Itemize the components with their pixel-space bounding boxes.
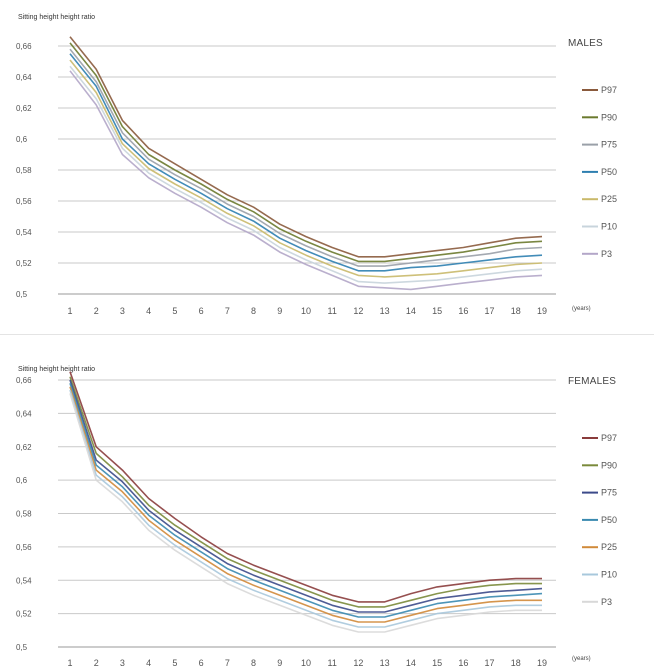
females-x-tick-label: 11 xyxy=(328,658,337,668)
males-x-axis-label: (years) xyxy=(572,306,591,312)
males-y-tick-label: 0,54 xyxy=(16,228,32,237)
females-y-tick-label: 0,5 xyxy=(16,643,28,652)
males-x-tick-label: 11 xyxy=(328,306,337,316)
males-x-tick-label: 14 xyxy=(406,306,416,316)
panel-separator xyxy=(0,334,654,335)
males-x-tick-label: 3 xyxy=(120,306,125,316)
males-legend-label-p75: P75 xyxy=(601,140,617,150)
females-x-tick-label: 9 xyxy=(277,658,282,668)
males-chart-panel: Sitting height height ratio MALES (years… xyxy=(0,0,654,330)
males-x-tick-label: 8 xyxy=(251,306,256,316)
females-legend-label-p90: P90 xyxy=(601,460,617,470)
females-x-tick-label: 15 xyxy=(432,658,442,668)
females-series-p25 xyxy=(69,386,542,623)
males-y-tick-label: 0,5 xyxy=(16,290,28,299)
males-x-tick-label: 16 xyxy=(458,306,468,316)
males-y-axis-label: Sitting height height ratio xyxy=(18,14,96,21)
males-legend-label-p97: P97 xyxy=(601,85,617,95)
females-legend-label-p97: P97 xyxy=(601,433,617,443)
females-y-tick-label: 0,64 xyxy=(16,409,32,418)
females-chart-title: FEMALES xyxy=(568,376,617,387)
males-legend-label-p90: P90 xyxy=(601,112,617,122)
females-chart-panel: Sitting height height ratio FEMALES (yea… xyxy=(0,340,654,671)
males-y-tick-label: 0,6 xyxy=(16,135,28,144)
males-y-tick-label: 0,64 xyxy=(16,73,32,82)
females-x-tick-label: 10 xyxy=(301,658,311,668)
males-x-tick-label: 9 xyxy=(277,306,282,316)
males-chart-title: MALES xyxy=(568,38,603,49)
females-y-tick-label: 0,58 xyxy=(16,510,32,519)
females-y-tick-label: 0,6 xyxy=(16,476,28,485)
males-y-tick-label: 0,58 xyxy=(16,166,32,175)
females-x-axis-label: (years) xyxy=(572,656,591,662)
females-x-tick-label: 6 xyxy=(199,658,204,668)
females-series-p97 xyxy=(69,371,542,603)
females-series-p50 xyxy=(69,383,543,618)
females-y-tick-label: 0,56 xyxy=(16,543,32,552)
males-x-tick-label: 2 xyxy=(94,306,99,316)
males-series-p3 xyxy=(69,70,543,291)
males-x-tick-label: 15 xyxy=(432,306,442,316)
males-x-tick-label: 4 xyxy=(146,306,151,316)
males-series-p97 xyxy=(69,36,543,258)
males-legend-label-p10: P10 xyxy=(601,222,617,232)
females-x-tick-label: 19 xyxy=(537,658,547,668)
females-x-tick-label: 18 xyxy=(511,658,521,668)
males-line-chart: 0,50,520,540,560,580,60,620,640,661 2 3 4 5 6… xyxy=(16,36,617,316)
females-x-tick-label: 3 xyxy=(120,658,125,668)
males-x-tick-label: 17 xyxy=(485,306,495,316)
males-x-tick-label: 18 xyxy=(511,306,521,316)
males-x-tick-label: 5 xyxy=(172,306,177,316)
females-legend-label-p25: P25 xyxy=(601,542,617,552)
females-x-tick-label: 7 xyxy=(225,658,230,668)
females-legend-label-p10: P10 xyxy=(601,570,617,580)
females-x-tick-label: 17 xyxy=(485,658,495,668)
males-y-tick-label: 0,66 xyxy=(16,42,32,51)
males-series-p90 xyxy=(69,42,543,263)
females-series-p3 xyxy=(69,393,542,633)
males-x-tick-label: 12 xyxy=(353,306,363,316)
females-x-tick-label: 4 xyxy=(146,658,151,668)
females-x-tick-label: 14 xyxy=(406,658,416,668)
males-x-tick-label: 7 xyxy=(225,306,230,316)
females-line-chart: 0,50,520,540,560,580,60,620,640,661 2 3 4 5 6… xyxy=(16,371,617,668)
males-x-tick-label: 1 xyxy=(67,306,72,316)
females-x-tick-label: 12 xyxy=(353,658,363,668)
females-y-tick-label: 0,66 xyxy=(16,376,32,385)
females-y-tick-label: 0,62 xyxy=(16,443,32,452)
females-x-tick-label: 16 xyxy=(458,658,468,668)
males-legend-label-p50: P50 xyxy=(601,167,617,177)
males-series-p75 xyxy=(69,48,543,267)
males-x-tick-label: 19 xyxy=(537,306,547,316)
females-series-p90 xyxy=(69,376,542,608)
males-legend-label-p25: P25 xyxy=(601,194,617,204)
females-x-tick-label: 2 xyxy=(94,658,99,668)
males-y-tick-label: 0,52 xyxy=(16,259,32,268)
females-legend-label-p75: P75 xyxy=(601,488,617,498)
males-x-tick-label: 13 xyxy=(380,306,390,316)
males-x-tick-label: 10 xyxy=(301,306,311,316)
males-series-p25 xyxy=(69,59,543,278)
males-y-tick-label: 0,62 xyxy=(16,104,32,113)
females-x-tick-label: 13 xyxy=(380,658,390,668)
females-y-tick-label: 0,54 xyxy=(16,576,32,585)
females-series-p75 xyxy=(69,379,543,613)
females-series-p10 xyxy=(69,389,542,628)
males-y-tick-label: 0,56 xyxy=(16,197,32,206)
females-legend-label-p50: P50 xyxy=(601,515,617,525)
males-series-p10 xyxy=(69,65,543,284)
females-x-tick-label: 5 xyxy=(172,658,177,668)
males-x-tick-label: 6 xyxy=(199,306,204,316)
females-legend-label-p3: P3 xyxy=(601,597,612,607)
males-series-p50 xyxy=(69,53,543,272)
females-x-tick-label: 1 xyxy=(67,658,72,668)
females-y-axis-label: Sitting height height ratio xyxy=(18,366,96,373)
females-x-tick-label: 8 xyxy=(251,658,256,668)
females-y-tick-label: 0,52 xyxy=(16,610,32,619)
males-legend-label-p3: P3 xyxy=(601,249,612,259)
